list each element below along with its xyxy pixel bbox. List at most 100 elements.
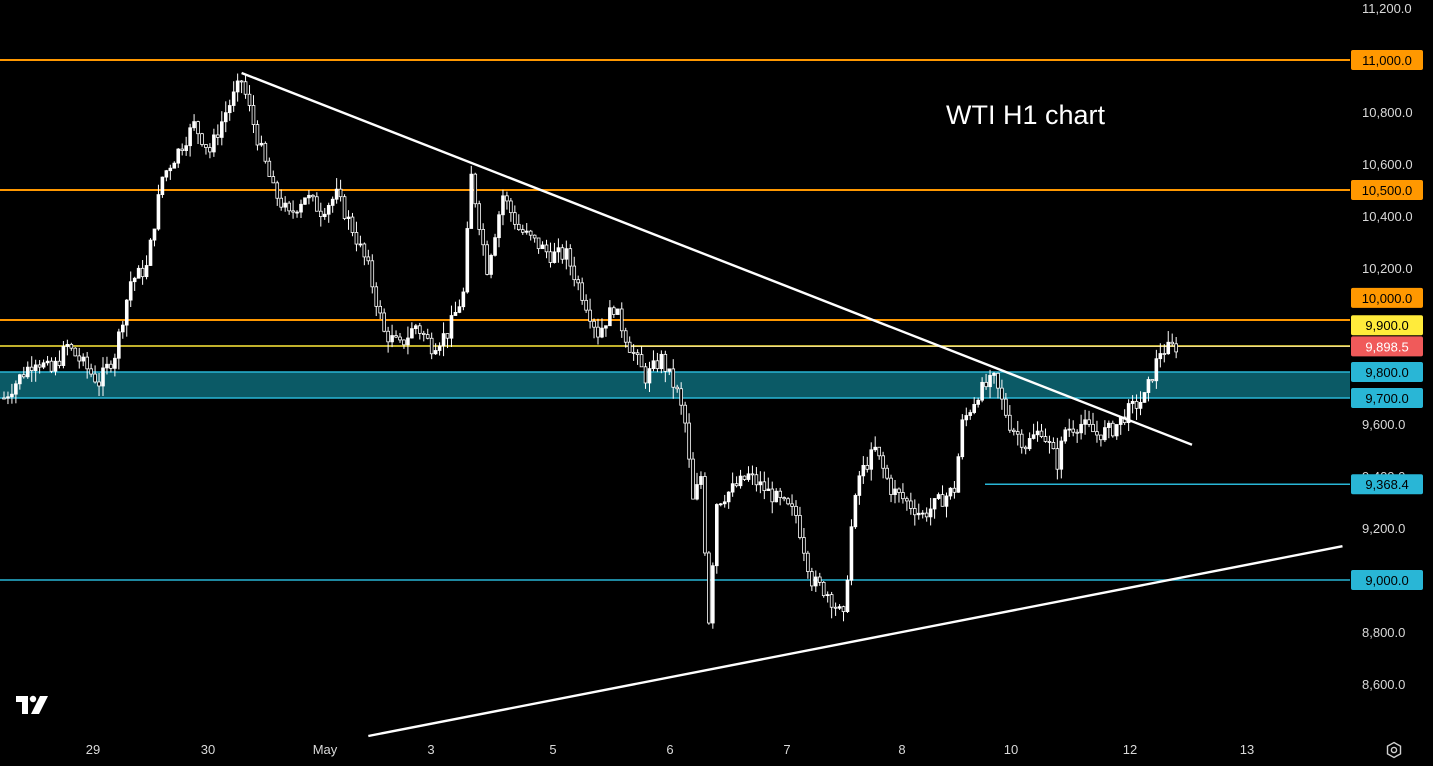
- candle: [687, 413, 691, 468]
- candle: [540, 241, 545, 250]
- candle: [132, 276, 137, 291]
- candle: [528, 229, 533, 241]
- candle: [718, 502, 723, 507]
- candle: [671, 359, 676, 399]
- candle: [861, 456, 866, 484]
- candle: [580, 277, 584, 305]
- candle: [81, 353, 86, 367]
- candle: [421, 330, 426, 342]
- x-tick-label: 13: [1240, 742, 1254, 757]
- candle: [41, 359, 46, 370]
- candle: [267, 157, 272, 177]
- candle: [778, 487, 782, 506]
- candle: [913, 499, 917, 526]
- candle: [1004, 392, 1008, 418]
- candle: [1154, 349, 1159, 389]
- candle: [897, 487, 901, 503]
- candle: [136, 265, 141, 279]
- candle: [330, 196, 335, 213]
- candle: [144, 255, 149, 280]
- candle: [1107, 420, 1111, 439]
- candle: [623, 327, 628, 348]
- candle: [196, 120, 200, 145]
- candle: [520, 224, 525, 235]
- candle: [544, 239, 549, 259]
- candle: [1087, 410, 1091, 428]
- candle: [243, 74, 248, 99]
- candle: [1055, 437, 1060, 480]
- candle: [853, 493, 858, 529]
- candle: [643, 363, 648, 389]
- candle: [1079, 414, 1083, 440]
- candle: [89, 363, 93, 378]
- trendline[interactable]: [241, 71, 1193, 446]
- candle: [287, 201, 291, 215]
- candle: [1166, 331, 1171, 355]
- candle: [21, 366, 26, 379]
- candle: [1027, 432, 1032, 451]
- candle: [441, 322, 446, 357]
- candle: [497, 211, 501, 248]
- candle: [604, 325, 608, 337]
- candle: [608, 300, 612, 327]
- candle: [469, 165, 474, 229]
- price-tag: 10,500.0: [1351, 180, 1423, 200]
- candle: [2, 391, 6, 400]
- candle: [1008, 405, 1012, 433]
- candle: [905, 496, 909, 511]
- candle: [354, 221, 359, 252]
- settings-gear-icon[interactable]: [1384, 740, 1404, 760]
- candle: [271, 170, 276, 184]
- candle: [49, 357, 54, 374]
- candle: [417, 322, 422, 340]
- candle: [715, 503, 719, 574]
- y-tick-label: 9,600.0: [1362, 417, 1405, 432]
- chart-title: WTI H1 chart: [946, 100, 1106, 130]
- candle: [1059, 436, 1064, 479]
- candle: [311, 194, 315, 202]
- candle: [473, 172, 478, 208]
- trendline[interactable]: [368, 545, 1343, 738]
- candle: [802, 528, 806, 562]
- candle: [517, 214, 521, 231]
- candle: [1067, 418, 1072, 437]
- candle: [1142, 392, 1147, 403]
- svg-text:10,000.0: 10,000.0: [1362, 291, 1413, 306]
- candle: [204, 144, 208, 155]
- candle: [1075, 429, 1079, 443]
- x-tick-label: 30: [201, 742, 215, 757]
- candle: [996, 372, 1000, 399]
- candle: [707, 551, 711, 625]
- candle: [322, 207, 327, 220]
- candle: [992, 371, 996, 384]
- x-tick-label: May: [313, 742, 338, 757]
- candle: [200, 132, 204, 147]
- candle: [33, 359, 38, 382]
- candle: [53, 357, 58, 376]
- candle: [1063, 427, 1068, 444]
- candle: [140, 260, 145, 285]
- candle: [223, 101, 228, 133]
- candle: [14, 380, 18, 404]
- candle: [358, 235, 363, 248]
- candle: [738, 469, 743, 489]
- candle: [346, 210, 351, 230]
- y-tick-label: 8,800.0: [1362, 625, 1405, 640]
- candle: [924, 507, 929, 522]
- candle: [505, 191, 509, 210]
- candle: [425, 328, 430, 340]
- candle: [726, 491, 731, 509]
- candle: [794, 500, 798, 524]
- candle: [318, 202, 323, 227]
- candle: [69, 342, 74, 351]
- candle: [1031, 423, 1036, 440]
- candle: [869, 442, 874, 481]
- candle: [829, 591, 834, 619]
- candle: [786, 497, 790, 506]
- y-tick-label: 9,200.0: [1362, 521, 1405, 536]
- candle: [699, 471, 703, 489]
- x-tick-label: 5: [549, 742, 556, 757]
- candle: [235, 73, 240, 102]
- candle: [152, 228, 157, 247]
